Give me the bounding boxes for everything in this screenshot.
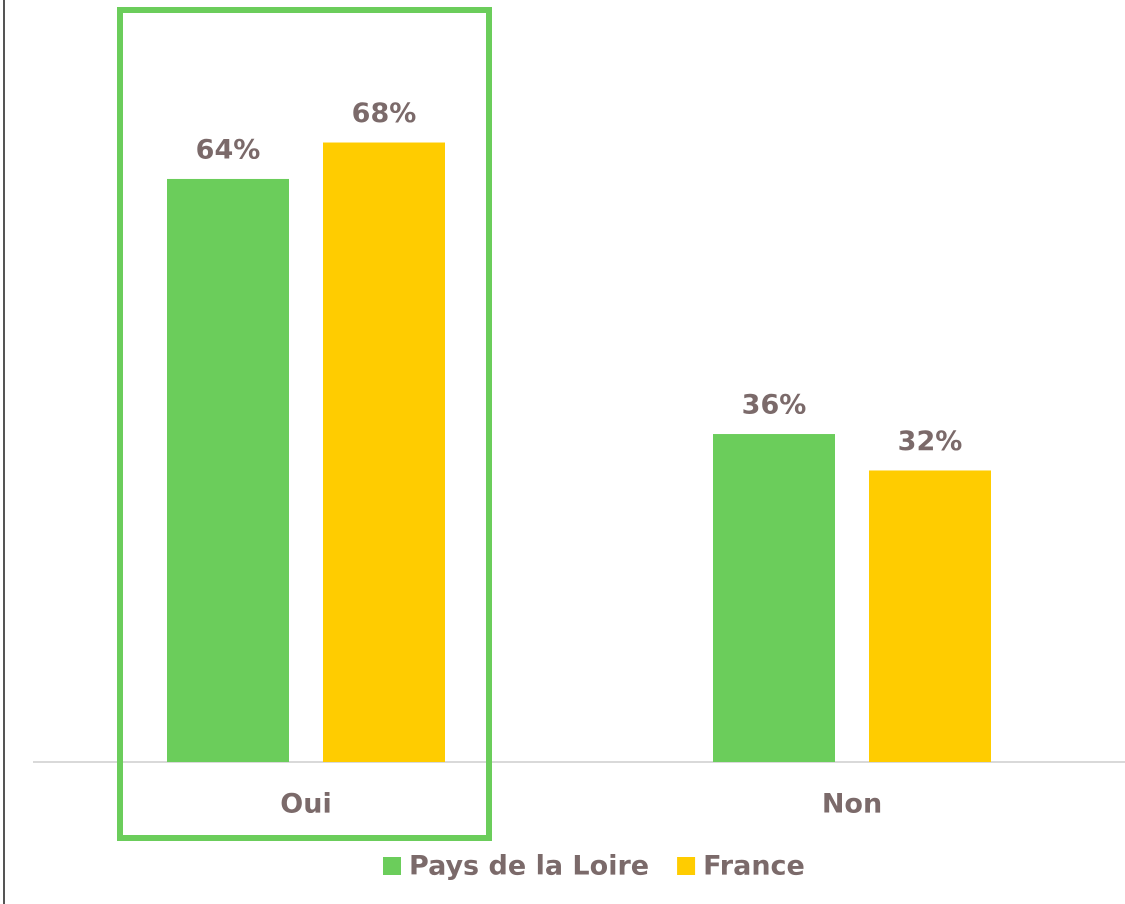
legend-swatch [383, 857, 401, 875]
x-tick-label: Oui [280, 789, 331, 820]
legend-swatch [677, 857, 696, 875]
x-tick-label: Non [822, 789, 882, 820]
data-label: 64% [196, 134, 261, 165]
data-label: 68% [352, 98, 417, 129]
data-label: 36% [742, 390, 807, 421]
data-label: 32% [898, 426, 963, 457]
legend-label: Pays de la Loire [409, 851, 649, 882]
bar [713, 434, 835, 762]
highlight-box [117, 7, 492, 841]
bar [869, 470, 991, 762]
bar [323, 142, 445, 762]
legend-label: France [703, 851, 805, 882]
bar [167, 178, 289, 762]
